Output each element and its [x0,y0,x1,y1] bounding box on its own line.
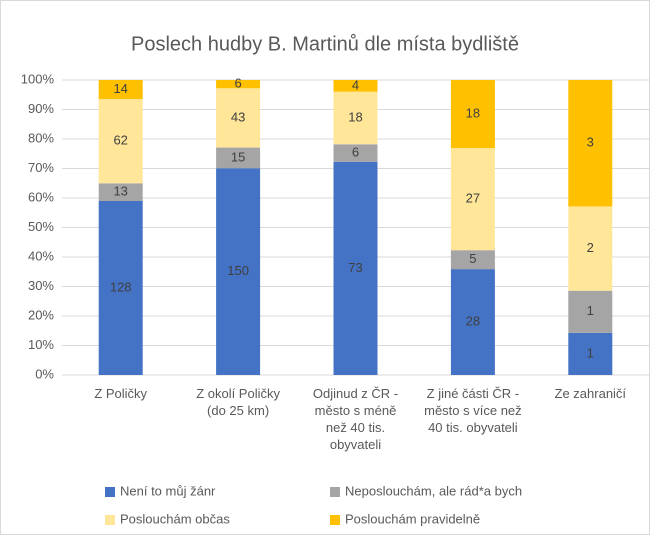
bar-segment [98,80,143,100]
bar-segment [216,168,261,375]
bar-segment [333,80,378,92]
legend-swatch [330,515,340,525]
data-label: 43 [231,109,245,124]
data-label: 27 [466,191,480,206]
bar-segment [450,80,495,149]
y-tick-label: 80% [28,130,54,145]
bar-segment [568,80,613,207]
legend-label: Neposlouchám, ale rád*a bych [345,483,522,498]
y-tick-label: 50% [28,219,54,234]
data-label: 4 [352,77,359,92]
data-label: 150 [227,263,249,278]
legend-label: Není to můj žánr [120,483,216,498]
y-tick-label: 60% [28,189,54,204]
data-label: 3 [587,135,594,150]
bar-segment [216,88,261,148]
data-label: 128 [110,279,132,294]
x-tick-label: Odjinud z ČR - město s méně než 40 tis. … [312,386,399,452]
legend-swatch [330,487,340,497]
legend-swatch [105,515,115,525]
bar-segment [568,332,613,375]
data-label: 73 [348,260,362,275]
data-label: 62 [113,133,127,148]
bar-segment [450,148,495,251]
y-tick-label: 0% [35,366,54,381]
data-label: 6 [352,144,359,159]
x-tick-label: Z okolí Poličky (do 25 km) [196,386,280,418]
bar-segment [98,99,143,184]
y-tick-label: 30% [28,278,54,293]
data-label: 18 [466,105,480,120]
y-tick-label: 40% [28,248,54,263]
x-tick-label: Ze zahraničí [554,386,627,401]
data-label: 18 [348,109,362,124]
data-label: 28 [466,313,480,328]
data-label: 13 [113,184,127,199]
bar-segment [98,183,143,201]
y-tick-label: 70% [28,160,54,175]
legend-label: Poslouchám pravidelně [345,511,480,526]
bar-segment [568,206,613,291]
bar-segment [216,80,261,89]
bar-segment [216,147,261,169]
data-label: 14 [113,81,127,96]
x-tick-label: Z jiné části ČR - město s více než 40 ti… [424,386,522,435]
bar-segment [98,200,143,375]
chart-title: Poslech hudby B. Martinů dle místa bydli… [131,33,519,55]
bar-segment [450,269,495,375]
bar-segment [568,290,613,333]
data-label: 1 [587,303,594,318]
bar-segment [333,144,378,162]
bar-segment [450,250,495,270]
y-tick-label: 20% [28,307,54,322]
data-label: 2 [587,240,594,255]
y-tick-label: 100% [21,71,55,86]
legend-swatch [105,487,115,497]
y-tick-label: 90% [28,101,54,116]
data-label: 1 [587,345,594,360]
x-tick-label: Z Poličky [94,386,148,401]
data-label: 15 [231,149,245,164]
data-label: 6 [234,76,241,91]
y-tick-label: 10% [28,337,54,352]
bar-segment [333,91,378,145]
data-label: 5 [469,251,476,266]
bar-segment [333,161,378,375]
legend-label: Poslouchám občas [120,511,230,526]
